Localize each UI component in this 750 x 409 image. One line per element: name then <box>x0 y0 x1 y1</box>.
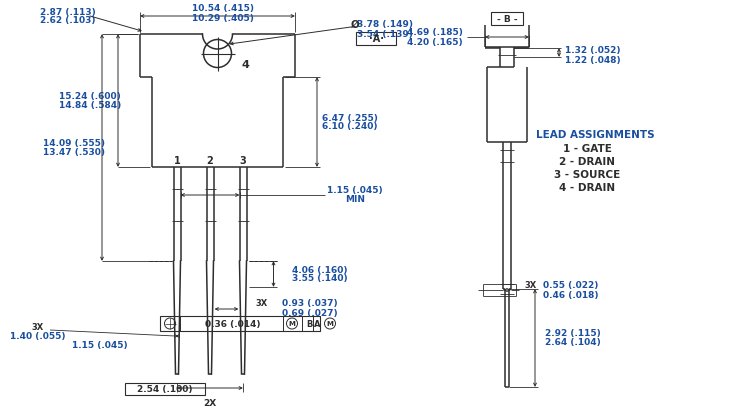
Text: 1.15 (.045): 1.15 (.045) <box>327 186 382 195</box>
Text: ·A·: ·A· <box>368 34 383 45</box>
Text: 4.20 (.165): 4.20 (.165) <box>407 37 463 46</box>
Text: 6.47 (.255): 6.47 (.255) <box>322 113 378 122</box>
Text: 3.55 (.140): 3.55 (.140) <box>292 274 348 283</box>
Text: 1.15 (.045): 1.15 (.045) <box>72 341 128 350</box>
Text: 3 - SOURCE: 3 - SOURCE <box>554 170 620 180</box>
Text: 0.55 (.022): 0.55 (.022) <box>543 281 598 290</box>
Text: 1.40 (.055): 1.40 (.055) <box>10 332 66 341</box>
Text: 2X: 2X <box>203 398 217 407</box>
Text: 3.78 (.149): 3.78 (.149) <box>357 20 413 29</box>
Text: 15.24 (.600): 15.24 (.600) <box>59 92 121 101</box>
Text: - B -: - B - <box>496 16 517 25</box>
Text: 10.54 (.415): 10.54 (.415) <box>191 4 254 13</box>
Text: 1.32 (.052): 1.32 (.052) <box>566 46 621 55</box>
Text: 0.69 (.027): 0.69 (.027) <box>282 309 338 318</box>
Text: 1.22 (.048): 1.22 (.048) <box>566 55 621 64</box>
Text: 3X: 3X <box>256 299 268 308</box>
FancyBboxPatch shape <box>356 33 396 46</box>
Text: M: M <box>326 321 334 327</box>
Text: MIN: MIN <box>345 195 365 204</box>
Text: 10.29 (.405): 10.29 (.405) <box>191 13 254 22</box>
Text: 2.87 (.113): 2.87 (.113) <box>40 7 96 16</box>
Text: 0.36 (.014): 0.36 (.014) <box>206 319 261 328</box>
Text: 4 - DRAIN: 4 - DRAIN <box>559 182 615 193</box>
Text: A: A <box>314 319 320 328</box>
Text: 3.54 (.139): 3.54 (.139) <box>357 29 413 38</box>
Text: 2.64 (.104): 2.64 (.104) <box>545 338 601 347</box>
Text: 14.09 (.555): 14.09 (.555) <box>43 139 105 148</box>
Text: 3X: 3X <box>32 323 44 332</box>
FancyBboxPatch shape <box>125 383 205 395</box>
Text: 3: 3 <box>240 155 246 166</box>
Text: 1: 1 <box>173 155 180 166</box>
Text: 13.47 (.530): 13.47 (.530) <box>43 148 105 157</box>
FancyBboxPatch shape <box>491 13 523 26</box>
Text: 2: 2 <box>206 155 213 166</box>
Text: 6.10 (.240): 6.10 (.240) <box>322 122 378 131</box>
Text: Ø: Ø <box>350 20 359 30</box>
Text: 14.84 (.584): 14.84 (.584) <box>58 101 122 110</box>
Text: 2.54 (.100): 2.54 (.100) <box>137 384 193 393</box>
Text: B: B <box>306 319 312 328</box>
Text: LEAD ASSIGNMENTS: LEAD ASSIGNMENTS <box>536 130 654 139</box>
FancyBboxPatch shape <box>160 316 320 331</box>
Text: 4.06 (.160): 4.06 (.160) <box>292 265 348 274</box>
Text: 4.69 (.185): 4.69 (.185) <box>407 29 463 37</box>
Text: 0.93 (.037): 0.93 (.037) <box>282 299 338 308</box>
Text: 2.62 (.103): 2.62 (.103) <box>40 16 96 25</box>
Text: 2 - DRAIN: 2 - DRAIN <box>559 157 615 166</box>
Text: 1 - GATE: 1 - GATE <box>562 144 611 154</box>
Text: 2.92 (.115): 2.92 (.115) <box>545 329 601 338</box>
Text: M: M <box>289 321 296 327</box>
Text: 3X: 3X <box>525 281 537 290</box>
Text: 4: 4 <box>242 59 250 70</box>
Text: 0.46 (.018): 0.46 (.018) <box>543 291 598 300</box>
